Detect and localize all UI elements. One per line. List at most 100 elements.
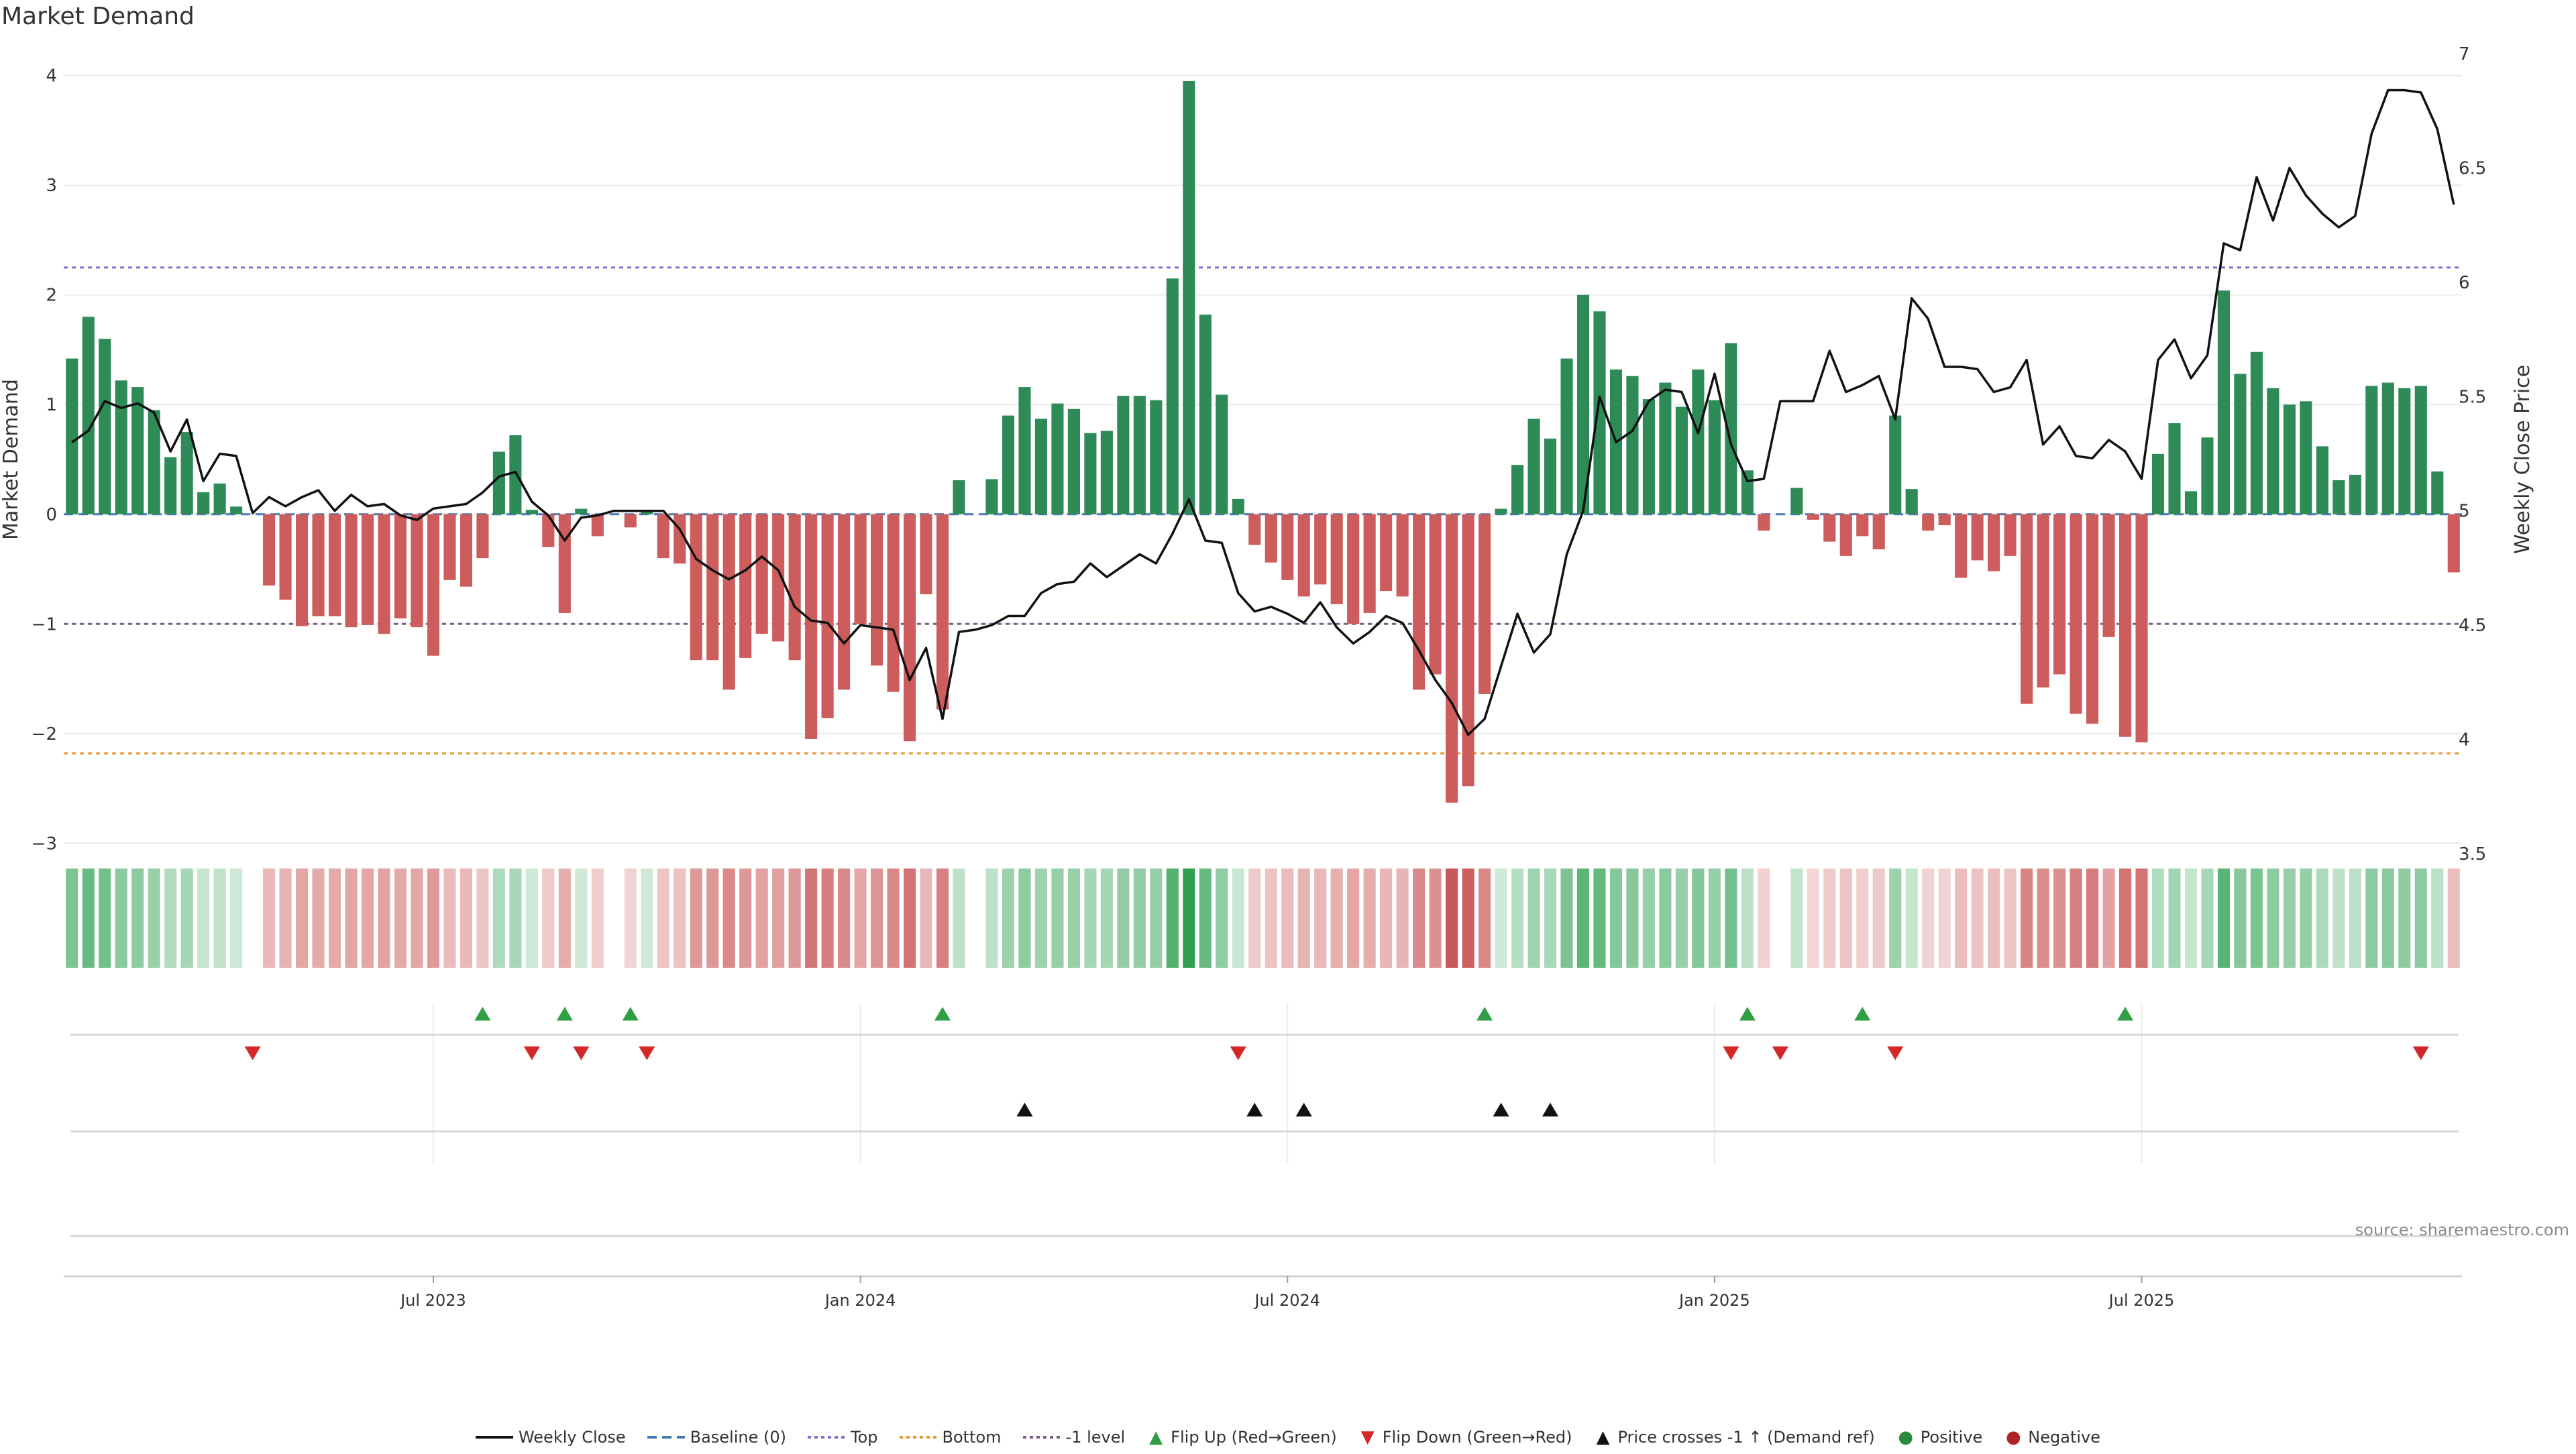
- heat-cell: [624, 869, 637, 968]
- demand-bar: [2053, 514, 2066, 675]
- legend-item: ▼ Flip Down (Green→Red): [1358, 1428, 1572, 1447]
- demand-bar: [1675, 406, 1688, 514]
- demand-bar: [2217, 290, 2231, 514]
- heat-cell: [460, 869, 472, 968]
- heat-cell: [1084, 869, 1097, 968]
- demand-bar: [1462, 514, 1474, 787]
- left-tick-label: 1: [46, 395, 57, 415]
- demand-bar: [838, 514, 851, 690]
- flip-down-marker: [639, 1046, 655, 1060]
- right-tick-label: 4.5: [2459, 616, 2486, 636]
- demand-bar: [1823, 514, 1836, 542]
- demand-bar: [2267, 388, 2279, 514]
- heat-cell: [1396, 869, 1409, 968]
- heat-cell: [1741, 869, 1754, 968]
- right-tick-label: 6: [2459, 273, 2470, 293]
- demand-bar: [558, 514, 571, 613]
- demand-bar: [1905, 489, 1918, 514]
- heat-cell: [1133, 869, 1146, 968]
- left-tick-label: 2: [46, 286, 57, 306]
- demand-bar: [1988, 514, 2000, 571]
- legend-item: ▲ Price crosses -1 ↑ (Demand ref): [1593, 1428, 1874, 1447]
- heat-cell: [1708, 869, 1721, 968]
- heat-cell: [82, 869, 95, 968]
- left-tick-label: 0: [46, 505, 57, 525]
- demand-bar: [2398, 388, 2411, 514]
- demand-bar: [1889, 415, 1902, 514]
- demand-bar: [1955, 514, 1968, 578]
- legend-label: Positive: [1920, 1428, 1983, 1447]
- heat-cell: [1839, 869, 1852, 968]
- flip-up-marker: [934, 1007, 951, 1021]
- legend-label: Bottom: [942, 1428, 1002, 1447]
- demand-bar: [427, 514, 440, 656]
- heat-cell: [1051, 869, 1064, 968]
- heat-cell: [1988, 869, 2000, 968]
- heat-cell: [1938, 869, 1951, 968]
- demand-bar: [1560, 358, 1573, 514]
- demand-bar: [99, 339, 111, 514]
- demand-bar: [1741, 470, 1754, 514]
- demand-bars-layer: [66, 80, 2460, 803]
- demand-bar: [1708, 400, 1721, 514]
- demand-bar: [1183, 80, 1195, 514]
- demand-bar: [2316, 446, 2328, 514]
- demand-bar: [460, 514, 472, 587]
- demand-bar: [624, 514, 637, 528]
- demand-bar: [2250, 351, 2263, 514]
- demand-bar: [1067, 408, 1080, 514]
- heat-cell: [657, 869, 669, 968]
- heat-cell: [1347, 869, 1360, 968]
- weekly-close-layer: [71, 89, 2455, 736]
- heat-cell: [1955, 869, 1968, 968]
- heat-cell: [1593, 869, 1606, 968]
- demand-bar: [411, 514, 423, 628]
- circle-glyph: ●: [1898, 1427, 1914, 1447]
- heat-cell: [2135, 869, 2148, 968]
- demand-bar: [1281, 514, 1294, 580]
- demand-bar: [2414, 386, 2427, 514]
- flip-up-marker: [474, 1007, 491, 1021]
- heat-cell: [1018, 869, 1031, 968]
- demand-bar: [1018, 387, 1031, 514]
- heat-cell: [2168, 869, 2181, 968]
- demand-bar: [739, 514, 752, 658]
- heat-cell: [2447, 869, 2460, 968]
- demand-bar: [2021, 514, 2033, 704]
- demand-bar: [1839, 514, 1852, 556]
- heat-cell: [854, 869, 867, 968]
- demand-bar: [1330, 514, 1343, 604]
- demand-heat-strip: [66, 869, 2460, 968]
- heat-cell: [99, 869, 111, 968]
- price-cross-marker: [1295, 1103, 1312, 1117]
- heat-cell: [263, 869, 276, 968]
- axes-layer: −3 −2 −1 0 1 2 3 4 3.5 4 4.5 5 5.5 6 6.5 7 Market Demand…: [0, 44, 2534, 864]
- demand-bar: [66, 358, 78, 514]
- price-cross-marker: [1246, 1103, 1263, 1117]
- flip-down-marker: [244, 1046, 261, 1060]
- heat-cell: [361, 869, 374, 968]
- chart-legend: Weekly Close Baseline (0) Top Bottom -1 leve…: [0, 1420, 2576, 1454]
- heat-cell: [936, 869, 949, 968]
- demand-bar: [1297, 514, 1310, 597]
- demand-bar: [887, 514, 900, 692]
- heat-cell: [1314, 869, 1327, 968]
- demand-bar: [164, 457, 177, 514]
- heat-cell: [1479, 869, 1491, 968]
- demand-bar: [492, 451, 505, 514]
- demand-bar: [2118, 514, 2132, 737]
- right-tick-label: 4: [2459, 730, 2470, 750]
- demand-bar: [1479, 514, 1491, 694]
- demand-bar: [1248, 514, 1261, 545]
- demand-bar: [2234, 374, 2247, 514]
- legend-label: Flip Down (Green→Red): [1382, 1428, 1572, 1447]
- heat-cell: [1807, 869, 1819, 968]
- heat-cell: [1905, 869, 1918, 968]
- heat-cell: [2086, 869, 2099, 968]
- demand-bar: [1347, 514, 1360, 624]
- heat-cell: [1675, 869, 1688, 968]
- heat-cell: [197, 869, 210, 968]
- x-tick-label: Jan 2024: [824, 1291, 896, 1310]
- heat-cell: [213, 869, 226, 968]
- demand-bar: [1084, 433, 1097, 514]
